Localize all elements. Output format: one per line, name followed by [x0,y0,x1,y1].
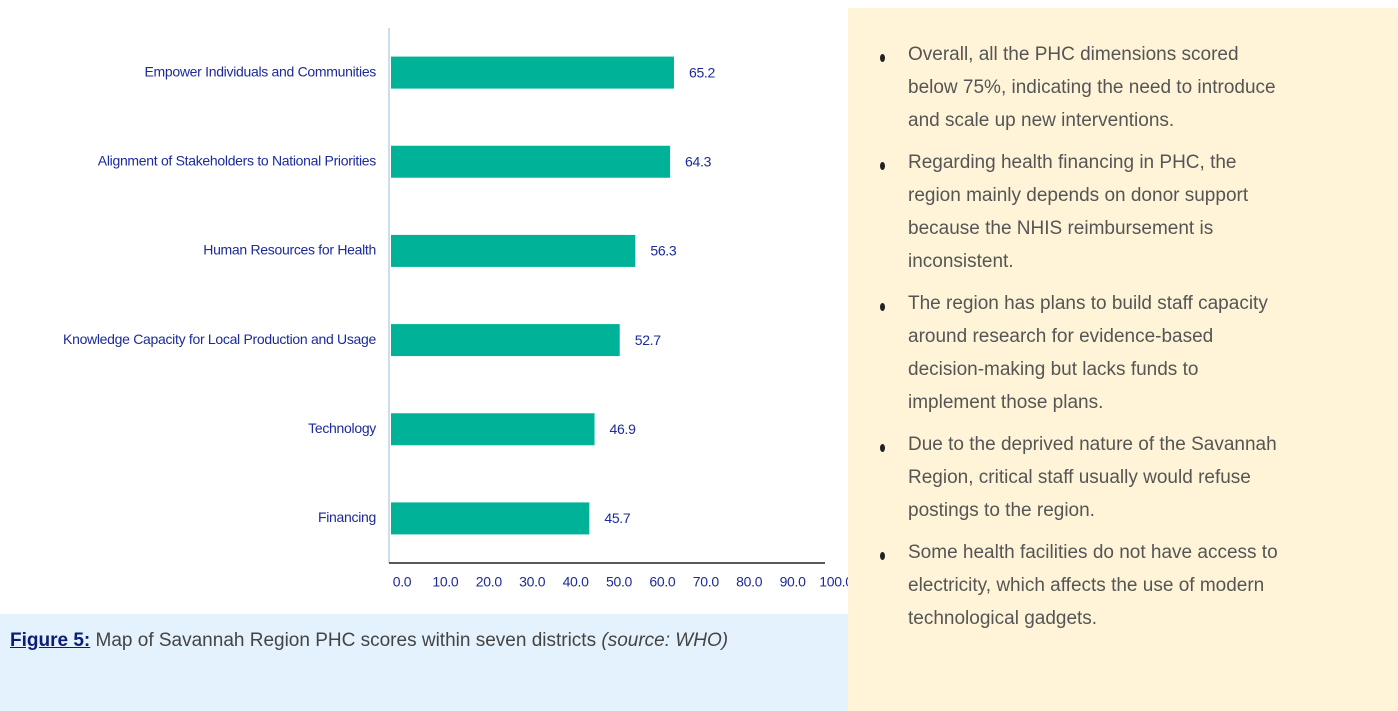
y-tick-label: Human Resources for Health [203,242,376,258]
bullet-item: Overall, all the PHC dimensions scored b… [878,38,1278,137]
x-tick-label: 0.0 [393,574,412,590]
bar [391,502,590,535]
value-label: 46.9 [610,421,637,437]
bullet-item: The region has plans to build staff capa… [878,287,1278,419]
bar [391,145,671,178]
caption-label: Figure 5: [10,630,91,651]
bullet-list: Overall, all the PHC dimensions scored b… [878,38,1278,644]
figure-caption: Figure 5: Map of Savannah Region PHC sco… [0,614,850,711]
bullet-item: Regarding health financing in PHC, the r… [878,146,1278,278]
caption-source: (source: WHO) [601,630,729,651]
x-tick-label: 60.0 [649,574,676,590]
x-tick-label: 50.0 [606,574,633,590]
y-tick-label: Alignment of Stakeholders to National Pr… [98,152,376,168]
value-label: 65.2 [689,64,716,80]
bar [391,324,620,357]
bar [391,56,674,89]
x-tick-label: 40.0 [563,574,590,590]
x-tick-label: 20.0 [476,574,503,590]
x-tick-label: 10.0 [432,574,459,590]
value-label: 64.3 [685,153,712,169]
value-label: 52.7 [635,332,662,348]
y-tick-label: Knowledge Capacity for Local Production … [63,331,376,347]
x-tick-label: 30.0 [519,574,546,590]
y-tick-label: Technology [308,420,376,436]
y-tick-label: Financing [318,509,376,525]
notes-panel: Overall, all the PHC dimensions scored b… [848,8,1398,711]
bullet-item: Some health facilities do not have acces… [878,536,1278,635]
value-label: 45.7 [604,510,631,526]
bar [391,234,636,267]
x-tick-label: 100.0 [819,574,850,590]
bullet-item: Due to the deprived nature of the Savann… [878,428,1278,527]
x-tick-label: 80.0 [736,574,763,590]
chart: 0.0 10.0 20.0 30.0 40.0 50.0 60.0 70.0 80.0 90.0 1… [63,28,850,590]
caption-text: Map of Savannah Region PHC scores within… [95,630,597,651]
y-tick-label: Empower Individuals and Communities [145,63,377,79]
x-tick-label: 90.0 [780,574,807,590]
x-tick-label: 70.0 [693,574,720,590]
value-label: 56.3 [650,243,677,259]
bar [391,413,595,446]
